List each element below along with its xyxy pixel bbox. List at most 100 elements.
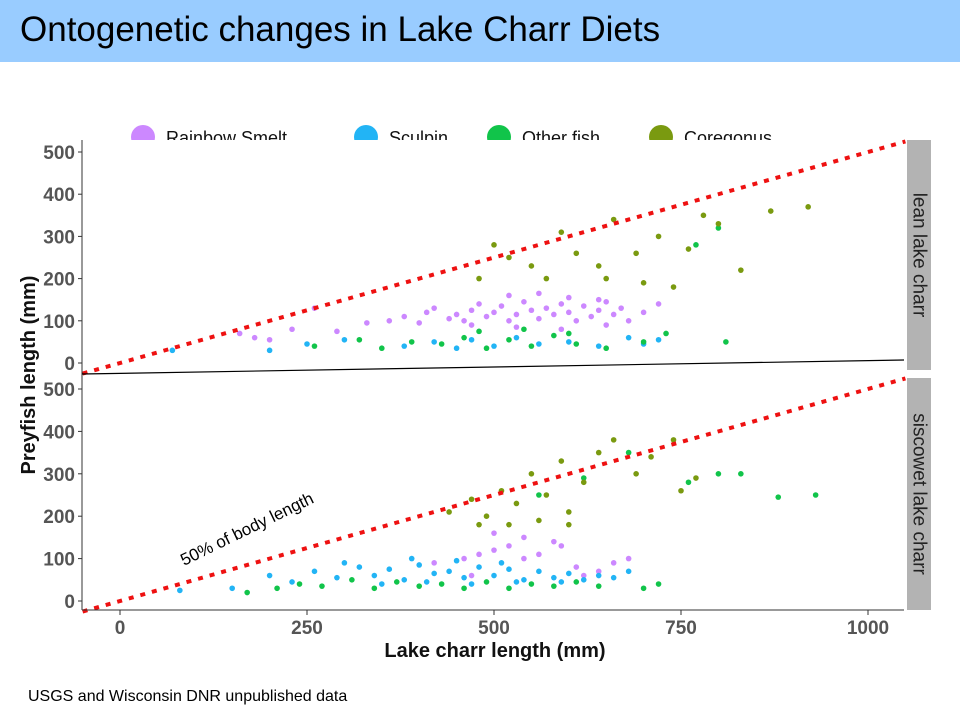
data-point xyxy=(461,574,467,581)
strip-label-siscowet: siscowet lake charr xyxy=(909,413,930,575)
data-point xyxy=(491,343,497,349)
data-point xyxy=(521,555,527,562)
data-point xyxy=(461,585,467,592)
data-point xyxy=(610,574,617,581)
data-point xyxy=(349,577,355,583)
y-tick-label: 500 xyxy=(43,143,75,164)
data-point xyxy=(558,229,565,235)
y-tick-label: 400 xyxy=(43,422,75,443)
panel-siscowet-bg xyxy=(82,375,904,610)
data-point xyxy=(177,587,183,594)
data-point xyxy=(595,296,602,303)
data-point xyxy=(393,579,400,585)
data-point xyxy=(483,345,490,352)
data-point xyxy=(528,307,535,314)
data-point xyxy=(640,339,647,345)
data-point xyxy=(476,564,482,570)
title-bar: Ontogenetic changes in Lake Charr Diets xyxy=(0,0,960,62)
data-point xyxy=(595,449,602,456)
data-point xyxy=(401,577,408,583)
data-point xyxy=(566,570,572,577)
data-point xyxy=(468,496,475,503)
data-point xyxy=(461,334,467,341)
data-point xyxy=(453,557,460,564)
data-point xyxy=(513,579,520,585)
data-point xyxy=(580,577,587,583)
data-point xyxy=(655,233,662,240)
data-point xyxy=(700,212,707,219)
data-point xyxy=(251,334,258,341)
data-point xyxy=(551,311,557,318)
data-point xyxy=(483,313,490,320)
data-point xyxy=(416,583,423,589)
data-point xyxy=(640,585,647,592)
data-point xyxy=(438,341,445,347)
x-axis-title: Lake charr length (mm) xyxy=(384,640,605,662)
data-point xyxy=(566,309,572,316)
data-point xyxy=(551,332,557,339)
data-point xyxy=(521,534,527,541)
data-point xyxy=(603,322,609,328)
data-point xyxy=(558,301,565,307)
strip-label-lean: lean lake charr xyxy=(909,193,930,318)
data-point xyxy=(334,328,340,335)
data-point xyxy=(655,336,662,343)
data-point xyxy=(431,339,437,345)
data-point xyxy=(558,326,565,333)
data-point xyxy=(416,320,423,326)
data-point xyxy=(685,479,692,486)
data-point xyxy=(506,585,512,592)
data-point xyxy=(169,347,176,354)
data-point xyxy=(431,305,437,311)
y-tick-label: 0 xyxy=(64,592,75,613)
data-point xyxy=(655,301,662,307)
data-point xyxy=(483,513,490,519)
data-point xyxy=(566,294,572,301)
data-point xyxy=(625,555,632,562)
x-axis-ticks: 0 250 500 750 1000 xyxy=(115,610,889,639)
data-point xyxy=(423,309,430,316)
data-point xyxy=(648,454,654,460)
data-point xyxy=(521,577,527,583)
data-point xyxy=(573,579,580,585)
data-point xyxy=(513,324,520,330)
data-point xyxy=(468,336,475,343)
data-point xyxy=(595,572,602,579)
data-point xyxy=(693,242,699,248)
data-point xyxy=(229,585,235,592)
data-point xyxy=(685,246,692,252)
data-point xyxy=(543,492,550,498)
data-point xyxy=(573,318,580,324)
data-point xyxy=(431,560,437,566)
data-point xyxy=(341,336,348,343)
data-point xyxy=(723,339,729,345)
data-point xyxy=(304,341,310,347)
data-point xyxy=(506,318,512,324)
data-point xyxy=(595,263,602,269)
data-point xyxy=(536,551,542,558)
strip-lean-bg xyxy=(907,140,931,370)
data-point xyxy=(446,315,452,322)
data-point xyxy=(408,555,415,562)
data-point xyxy=(506,254,512,261)
data-point xyxy=(551,538,557,545)
data-point xyxy=(266,336,273,343)
source-note: USGS and Wisconsin DNR unpublished data xyxy=(28,688,348,705)
data-point xyxy=(566,339,572,345)
data-point xyxy=(468,572,475,579)
data-point xyxy=(543,275,550,282)
data-point xyxy=(386,566,393,572)
y-tick-label: 0 xyxy=(64,354,75,375)
data-point xyxy=(236,330,243,337)
data-point xyxy=(289,579,295,585)
data-point xyxy=(536,568,542,575)
data-point xyxy=(655,581,662,587)
data-point xyxy=(491,572,497,579)
data-point xyxy=(566,330,572,337)
y-tick-label: 100 xyxy=(43,312,75,333)
data-point xyxy=(558,458,565,464)
data-point xyxy=(311,568,318,575)
strip-siscowet-bg xyxy=(907,378,931,610)
panel-divider xyxy=(81,359,905,375)
